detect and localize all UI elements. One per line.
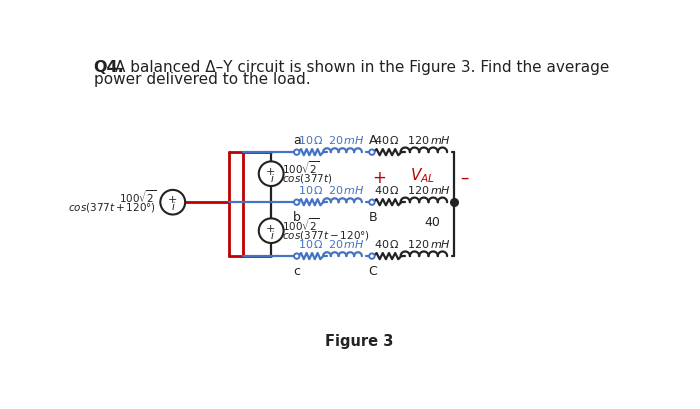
Circle shape <box>294 150 300 155</box>
Text: $10\,\Omega$: $10\,\Omega$ <box>298 238 323 249</box>
Text: $cos(377t)$: $cos(377t)$ <box>282 172 332 184</box>
Circle shape <box>259 162 284 187</box>
Text: $20\,mH$: $20\,mH$ <box>328 184 365 196</box>
Text: $20\,mH$: $20\,mH$ <box>328 238 365 249</box>
Text: –: – <box>461 169 469 187</box>
Circle shape <box>259 219 284 243</box>
Circle shape <box>369 200 375 205</box>
Text: power delivered to the load.: power delivered to the load. <box>94 72 310 87</box>
Text: $40\,\Omega$: $40\,\Omega$ <box>374 184 400 196</box>
Text: A balanced Δ–Y circuit is shown in the Figure 3. Find the average: A balanced Δ–Y circuit is shown in the F… <box>115 60 609 75</box>
Text: $20\,mH$: $20\,mH$ <box>328 134 365 146</box>
Text: a: a <box>293 134 300 147</box>
Text: A: A <box>368 134 377 147</box>
Text: $cos(377t - 120°)$: $cos(377t - 120°)$ <box>282 229 370 241</box>
Text: B: B <box>368 210 377 223</box>
Text: i: i <box>270 230 274 240</box>
Text: $120\,mH$: $120\,mH$ <box>407 238 451 249</box>
Text: $40\,\Omega$: $40\,\Omega$ <box>374 238 400 249</box>
Circle shape <box>369 150 375 155</box>
Text: +: + <box>167 195 176 204</box>
Text: +: + <box>266 223 275 233</box>
Text: +: + <box>372 169 386 187</box>
Circle shape <box>369 254 375 259</box>
Text: i: i <box>172 202 175 211</box>
Text: C: C <box>368 264 377 277</box>
Text: Q4.: Q4. <box>94 60 125 75</box>
Text: $100\sqrt{2}$: $100\sqrt{2}$ <box>119 187 157 204</box>
Text: b: b <box>293 210 301 223</box>
Text: 40: 40 <box>424 216 440 229</box>
Text: $40\,\Omega$: $40\,\Omega$ <box>374 134 400 146</box>
Text: $120\,mH$: $120\,mH$ <box>407 184 451 196</box>
Text: $10\,\Omega$: $10\,\Omega$ <box>298 184 323 196</box>
Circle shape <box>294 254 300 259</box>
Circle shape <box>160 191 185 215</box>
Text: $100\sqrt{2}$: $100\sqrt{2}$ <box>282 216 319 233</box>
Text: $120\,mH$: $120\,mH$ <box>407 134 451 146</box>
Text: +: + <box>266 166 275 176</box>
Text: Figure 3: Figure 3 <box>325 333 393 348</box>
Text: $V_{AL}$: $V_{AL}$ <box>410 166 435 185</box>
Text: $10\,\Omega$: $10\,\Omega$ <box>298 134 323 146</box>
Text: i: i <box>270 173 274 183</box>
Circle shape <box>294 200 300 205</box>
Text: $cos(377t + 120°)$: $cos(377t + 120°)$ <box>69 200 157 213</box>
Text: $100\sqrt{2}$: $100\sqrt{2}$ <box>282 159 319 176</box>
Text: c: c <box>293 264 300 277</box>
